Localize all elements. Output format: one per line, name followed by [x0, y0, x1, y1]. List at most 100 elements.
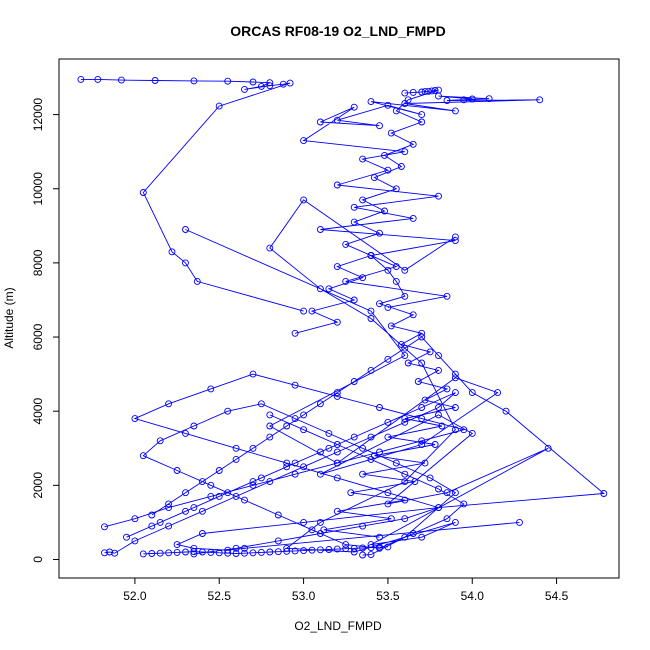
series-5: [320, 252, 459, 541]
data-point: [435, 504, 442, 512]
data-point: [316, 285, 324, 293]
data-point: [381, 151, 388, 159]
data-point: [325, 546, 333, 553]
data-point: [350, 103, 358, 111]
data-point: [435, 352, 442, 360]
data-point: [359, 522, 367, 530]
data-point: [435, 366, 442, 374]
data-point: [333, 318, 341, 326]
data-point: [418, 88, 426, 96]
data-point: [401, 89, 409, 97]
series-9: [101, 370, 468, 558]
data-point: [198, 530, 206, 537]
data-point: [291, 547, 299, 555]
data-point: [387, 515, 395, 523]
data-point: [274, 537, 282, 545]
data-point: [241, 85, 248, 93]
data-point: [397, 340, 405, 348]
data-point: [232, 544, 240, 552]
data-point: [257, 474, 265, 482]
data-point: [468, 429, 476, 437]
series-line: [302, 95, 540, 308]
data-point: [207, 492, 215, 500]
data-point: [300, 137, 308, 145]
data-point: [431, 441, 439, 448]
data-point: [325, 429, 333, 437]
data-point: [182, 489, 189, 497]
data-point: [384, 543, 392, 551]
data-point: [241, 496, 248, 504]
data-point: [182, 548, 189, 556]
data-point: [392, 185, 400, 193]
data-point: [494, 389, 502, 397]
data-point: [409, 140, 417, 148]
data-point: [117, 76, 125, 84]
data-point: [404, 359, 412, 367]
data-point: [316, 400, 324, 408]
data-point: [257, 548, 265, 556]
data-point: [190, 77, 198, 85]
data-point: [224, 77, 232, 85]
data-point: [428, 87, 436, 95]
data-point: [283, 463, 291, 471]
series-6: [101, 389, 459, 557]
series-3: [300, 92, 544, 311]
chart-title: ORCAS RF08-19 O2_LND_FMPD: [230, 23, 446, 39]
y-tick-label: 12000: [31, 98, 45, 132]
data-point: [367, 315, 375, 322]
data-point: [600, 490, 608, 497]
data-point: [266, 548, 274, 556]
data-point: [165, 500, 173, 508]
data-point: [291, 329, 299, 337]
data-point: [300, 426, 308, 434]
data-point: [241, 544, 248, 552]
data-point: [333, 263, 341, 271]
data-point: [190, 504, 198, 512]
data-point: [409, 88, 417, 96]
data-point: [165, 504, 173, 512]
series-line: [143, 546, 388, 555]
data-point: [397, 163, 405, 170]
data-point: [94, 75, 102, 83]
data-point: [165, 400, 173, 408]
data-point: [123, 533, 130, 541]
data-point: [502, 407, 510, 415]
data-point: [232, 550, 240, 557]
x-tick-label: 53.5: [376, 589, 400, 603]
data-point: [426, 348, 434, 356]
data-point: [139, 452, 147, 460]
data-point: [350, 203, 358, 211]
data-point: [342, 541, 350, 549]
data-point: [401, 496, 409, 504]
data-point: [451, 237, 459, 245]
data-point: [359, 470, 367, 478]
data-point: [316, 226, 324, 233]
data-point: [333, 181, 341, 189]
data-point: [165, 549, 173, 557]
series-1: [77, 75, 308, 315]
data-point: [241, 549, 248, 557]
data-point: [367, 551, 375, 559]
data-point: [283, 459, 291, 467]
series-line: [323, 255, 456, 538]
y-tick-label: 0: [31, 556, 45, 563]
data-point: [207, 385, 215, 393]
data-point: [308, 546, 316, 554]
data-point: [367, 455, 375, 463]
data-point: [418, 533, 426, 541]
data-point: [333, 459, 341, 467]
data-point: [359, 155, 367, 163]
data-point: [300, 307, 308, 315]
data-point: [370, 452, 378, 460]
x-axis: 52.0 52.5 53.0 53.5 54.0 54.5: [123, 577, 569, 603]
series-10: [139, 400, 468, 559]
data-point: [131, 415, 139, 423]
data-point: [193, 277, 201, 285]
data-point: [283, 547, 291, 555]
data-point: [401, 148, 409, 156]
data-point: [333, 441, 341, 448]
data-point: [274, 548, 282, 556]
data-point: [308, 526, 316, 534]
data-point: [451, 426, 459, 434]
data-point: [316, 448, 324, 456]
